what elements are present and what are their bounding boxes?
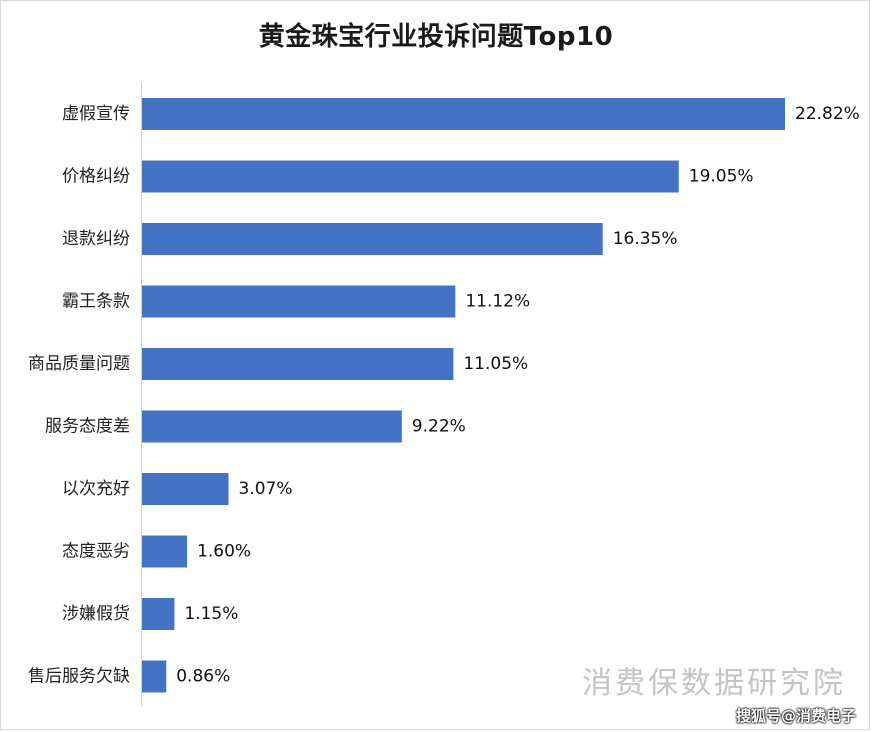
value-label: 19.05% bbox=[689, 167, 754, 187]
watermark: 消费保数据研究院 bbox=[582, 666, 846, 701]
value-label: 0.86% bbox=[176, 667, 230, 687]
chart-title: 黄金珠宝行业投诉问题Top10 bbox=[258, 22, 614, 52]
category-label: 以次充好 bbox=[62, 479, 130, 499]
bar-6 bbox=[142, 410, 402, 443]
category-label: 涉嫌假货 bbox=[62, 604, 130, 624]
value-label: 1.60% bbox=[197, 542, 251, 562]
value-label: 22.82% bbox=[795, 104, 860, 124]
bar-3 bbox=[142, 223, 603, 255]
category-label: 态度恶劣 bbox=[62, 542, 130, 562]
value-label: 9.22% bbox=[412, 417, 466, 437]
category-label: 商品质量问题 bbox=[28, 354, 130, 374]
source-credit: 搜狐号@消费电子 bbox=[735, 707, 856, 725]
bar-1 bbox=[142, 98, 785, 130]
bar-10 bbox=[142, 660, 167, 693]
category-label: 售后服务欠缺 bbox=[28, 667, 130, 687]
category-label: 虚假宣传 bbox=[62, 104, 130, 124]
value-label: 11.05% bbox=[463, 354, 528, 374]
value-label: 1.15% bbox=[184, 604, 238, 624]
bar-8 bbox=[142, 535, 188, 568]
bar-7 bbox=[142, 473, 229, 505]
value-label: 16.35% bbox=[613, 229, 678, 249]
bar-5 bbox=[142, 348, 454, 380]
bar-4 bbox=[142, 285, 456, 318]
category-label: 服务态度差 bbox=[45, 417, 130, 437]
category-label: 退款纠纷 bbox=[62, 229, 130, 249]
bar-2 bbox=[142, 160, 679, 193]
bar-9 bbox=[142, 598, 175, 630]
category-label: 霸王条款 bbox=[62, 292, 130, 312]
category-label: 价格纠纷 bbox=[62, 167, 130, 187]
value-label: 3.07% bbox=[239, 479, 293, 499]
value-label: 11.12% bbox=[465, 292, 530, 312]
bars-group: 虚假宣传 22.82% 价格纠纷 19.05% 退款纠纷 16.35% 霸王条款 11.12%… bbox=[28, 98, 860, 693]
